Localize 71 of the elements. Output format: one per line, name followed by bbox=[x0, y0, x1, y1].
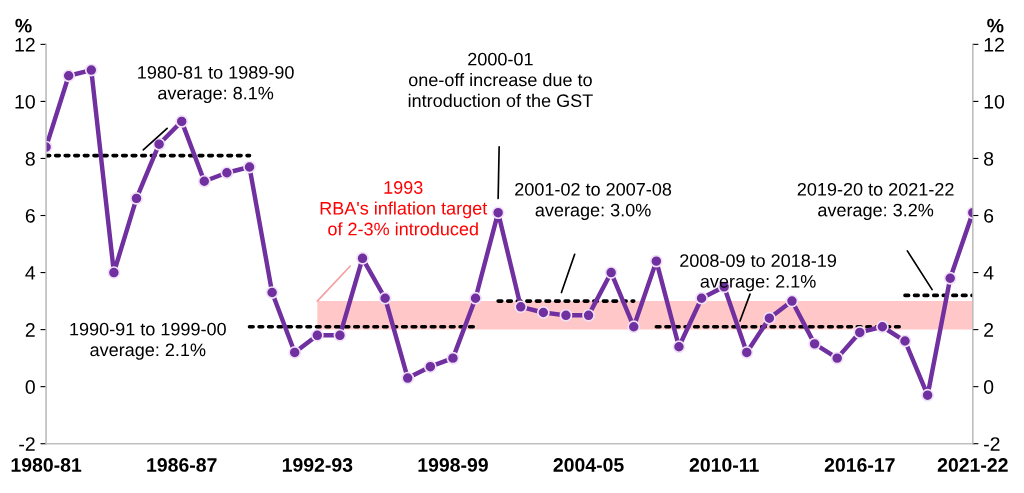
y2-tick-label: 8 bbox=[984, 151, 994, 166]
point bbox=[288, 346, 302, 359]
x-tick-label: 1992-93 bbox=[282, 458, 353, 472]
point bbox=[401, 371, 415, 385]
point bbox=[130, 192, 143, 205]
point bbox=[672, 340, 686, 354]
point bbox=[378, 291, 392, 305]
point bbox=[536, 306, 550, 319]
annotation: 2001-02 to 2007-08 average: 3.0% bbox=[515, 182, 672, 221]
annotation: 1990-91 to 1999-00 average: 2.1% bbox=[70, 322, 226, 360]
point bbox=[356, 251, 369, 265]
x-tick-label: 1980-81 bbox=[11, 458, 82, 472]
point bbox=[514, 300, 528, 314]
y2-tick-label: 4 bbox=[983, 266, 994, 280]
point bbox=[243, 160, 256, 174]
point bbox=[333, 328, 347, 342]
point bbox=[695, 291, 708, 305]
point bbox=[853, 326, 867, 339]
point bbox=[898, 334, 912, 348]
y2-tick-label: -2 bbox=[984, 437, 1000, 451]
y-tick-label: 12 bbox=[15, 37, 35, 52]
point bbox=[107, 266, 121, 279]
y-tick-label: 0 bbox=[25, 380, 35, 394]
point bbox=[649, 254, 663, 268]
point bbox=[582, 308, 595, 322]
point bbox=[875, 320, 889, 334]
x-tick-label: 2010-11 bbox=[689, 458, 759, 472]
x-tick-label: 2016-17 bbox=[824, 458, 895, 472]
y2-axis-title: % bbox=[987, 18, 1004, 33]
point bbox=[310, 328, 324, 342]
point bbox=[84, 63, 98, 77]
y-tick-label: 6 bbox=[25, 208, 35, 223]
point bbox=[559, 308, 573, 322]
point bbox=[627, 320, 641, 334]
y-tick-label: 10 bbox=[15, 94, 35, 109]
annotation: 2008-09 to 2018-19 average: 2.1% bbox=[680, 254, 837, 292]
y2-tick-label: 10 bbox=[984, 94, 1005, 109]
point bbox=[175, 114, 189, 128]
x-tick-label: 1986-87 bbox=[147, 458, 217, 472]
point bbox=[446, 351, 460, 365]
point bbox=[62, 69, 76, 83]
point bbox=[740, 346, 754, 359]
annotation: 1993 RBA's inflation target of 2-3% introduced bbox=[320, 181, 488, 236]
point bbox=[220, 166, 234, 180]
point bbox=[197, 174, 211, 188]
y2-tick-label: 0 bbox=[983, 380, 994, 394]
y-tick-label: -2 bbox=[19, 437, 35, 451]
point bbox=[265, 286, 279, 299]
point bbox=[762, 311, 776, 325]
point bbox=[830, 351, 844, 365]
point bbox=[943, 271, 957, 285]
annotation: 2019-20 to 2021-22 average: 3.2% bbox=[797, 182, 954, 221]
annotation: 1980-81 to 1989-90 average: 8.1% bbox=[138, 65, 294, 104]
y2-tick-label: 12 bbox=[984, 37, 1004, 52]
point bbox=[604, 266, 618, 279]
point bbox=[921, 388, 934, 402]
point bbox=[491, 206, 505, 220]
point bbox=[423, 360, 437, 374]
y2-tick-label: 2 bbox=[984, 323, 994, 337]
annotation: 2000-01 one-off increase due to introduction of the GST bbox=[408, 52, 593, 108]
point bbox=[808, 337, 821, 351]
y-tick-label: 8 bbox=[25, 151, 35, 166]
y-tick-label: 4 bbox=[25, 266, 36, 280]
point bbox=[785, 294, 799, 308]
y2-tick-label: 6 bbox=[984, 208, 994, 223]
x-tick-label: 2021-22 bbox=[937, 458, 1008, 472]
y-tick-label: 2 bbox=[25, 323, 35, 337]
point bbox=[469, 291, 482, 305]
x-tick-label: 2004-05 bbox=[553, 458, 624, 472]
y-axis-title: % bbox=[15, 18, 32, 33]
x-tick-label: 1998-99 bbox=[418, 458, 488, 472]
